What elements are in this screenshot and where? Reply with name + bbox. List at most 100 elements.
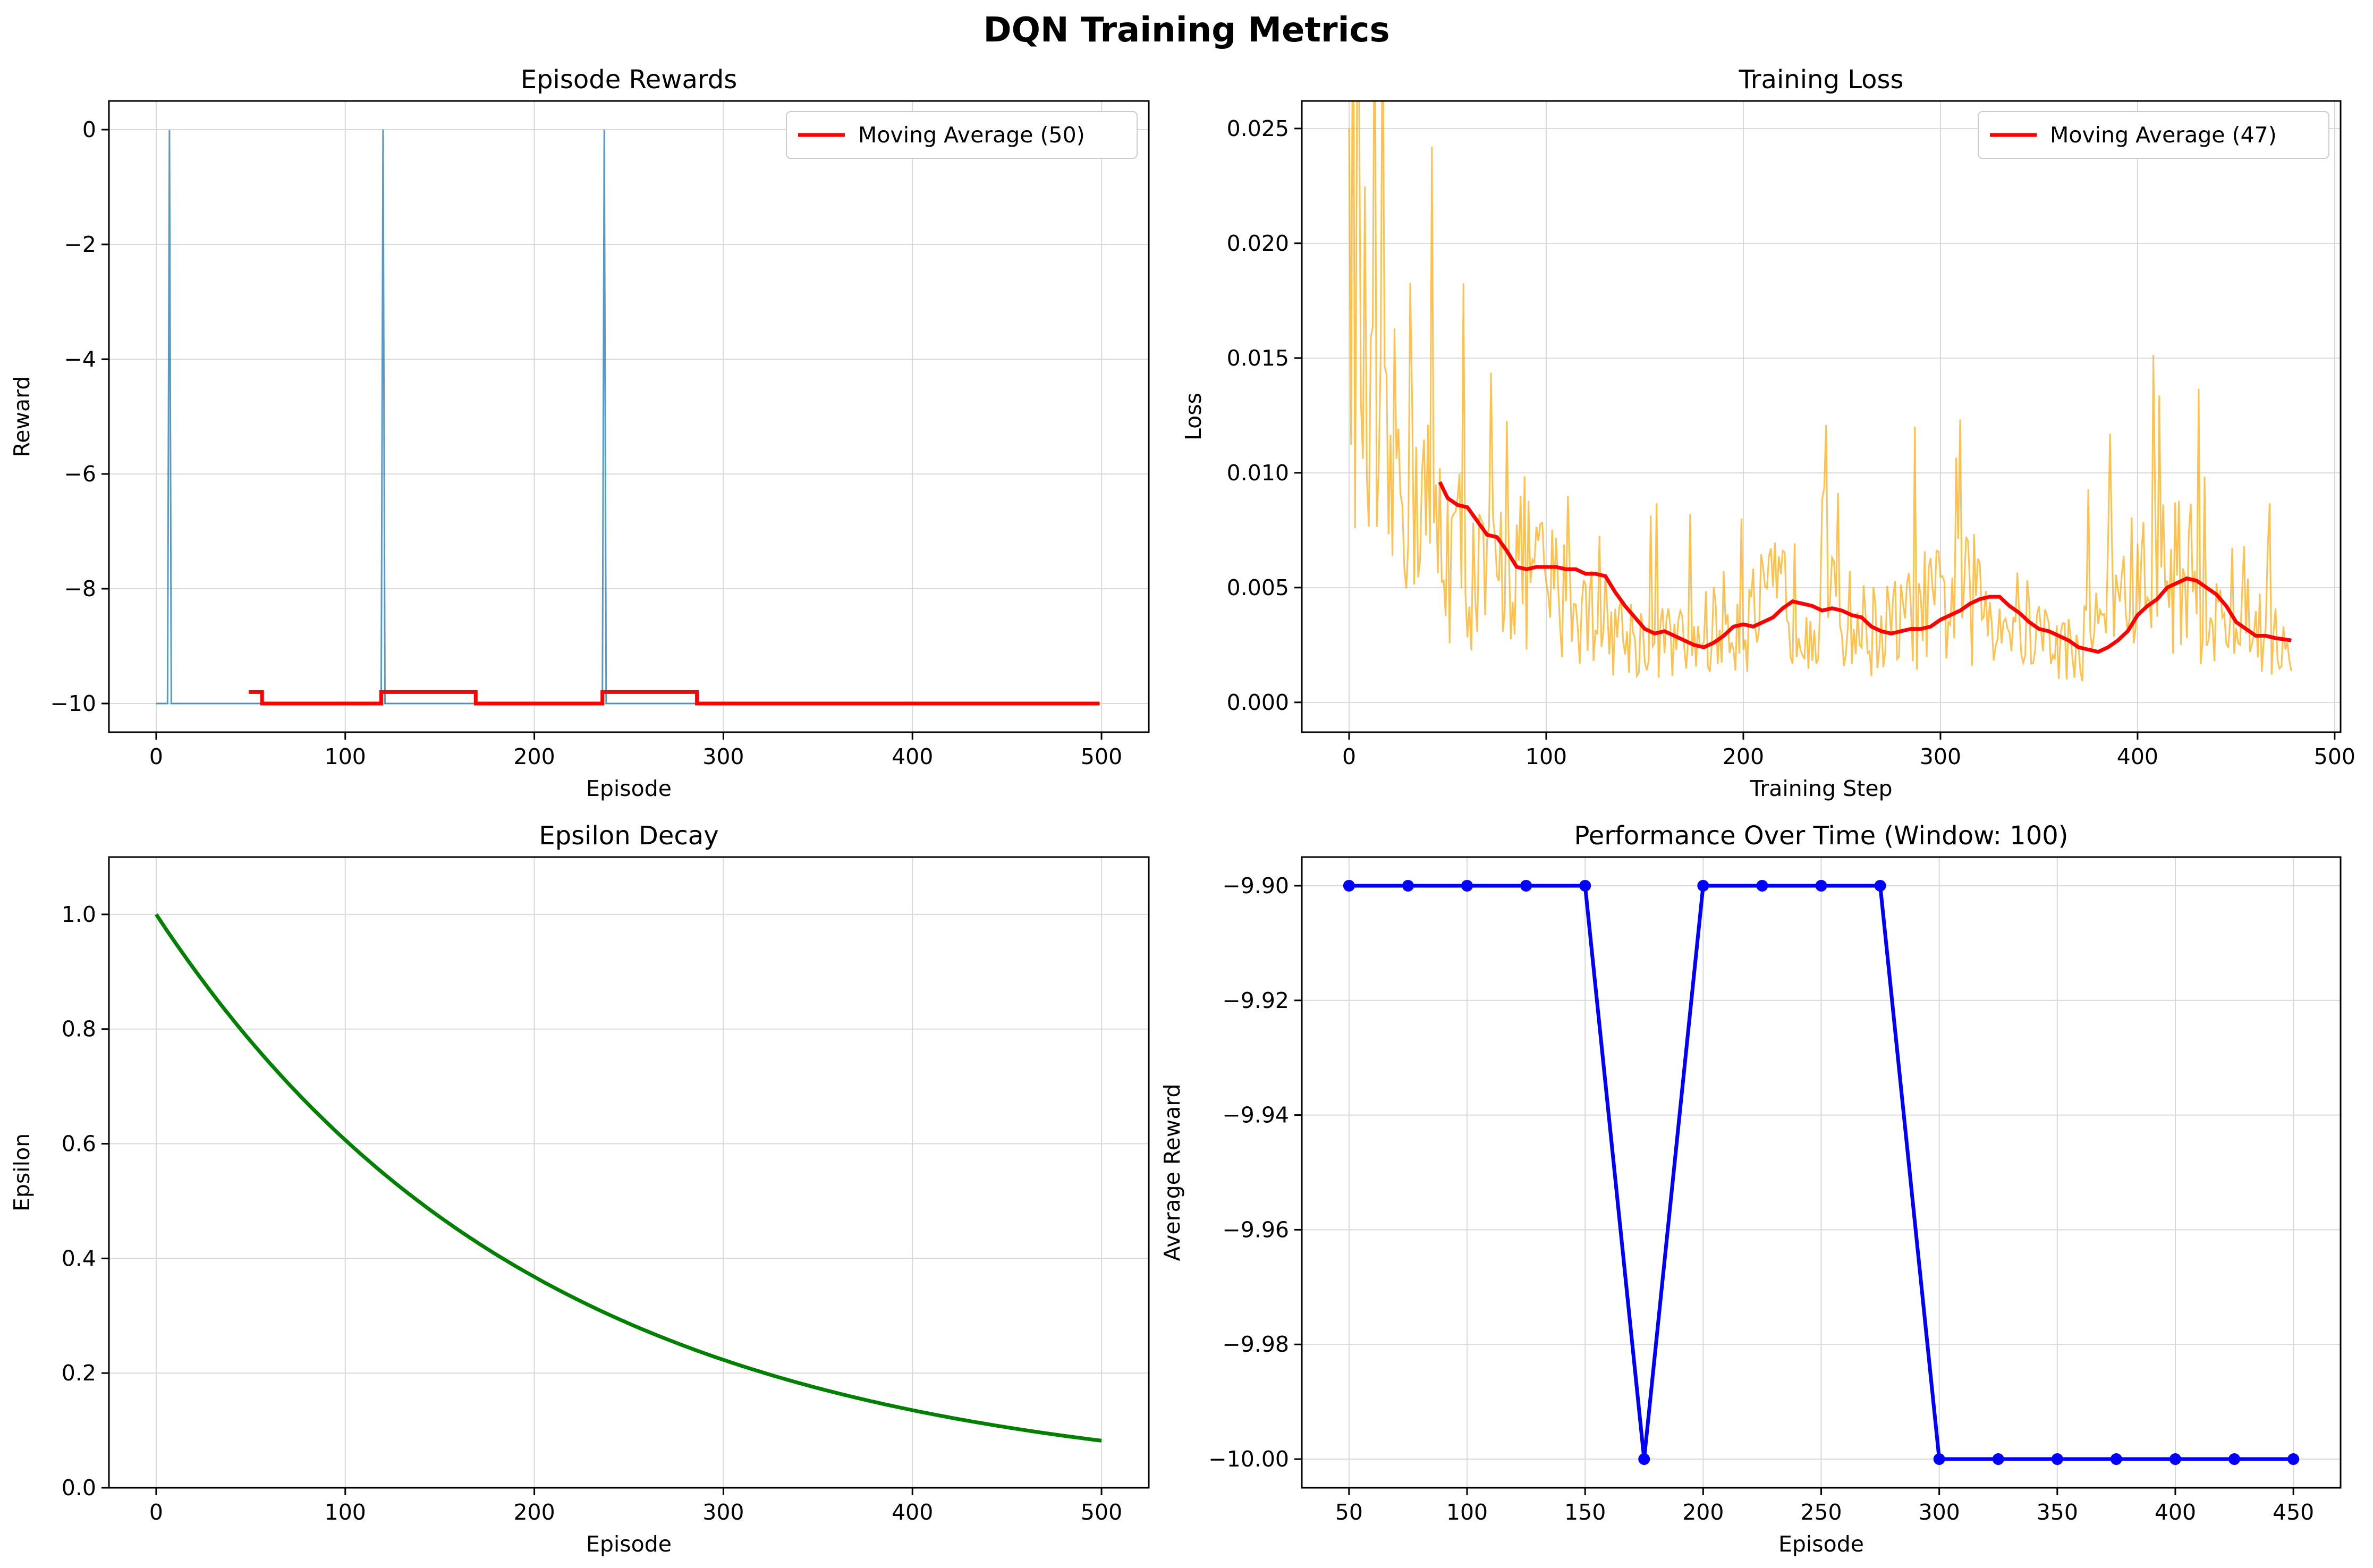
- y-tick-label: 0.2: [62, 1360, 96, 1386]
- y-tick-label: −6: [64, 461, 96, 487]
- panel-performance: Performance Over Time (Window: 100) 50 100…: [1159, 821, 2342, 1557]
- x-tick-label: 0: [149, 744, 163, 769]
- x-tick-label: 200: [513, 1499, 555, 1525]
- rewards-plot-area: [156, 129, 1100, 706]
- y-tick-label: −9.92: [1222, 988, 1289, 1013]
- y-tick-label: 0.8: [62, 1016, 96, 1042]
- y-tick-label: 0.6: [62, 1131, 96, 1157]
- x-tick-label: 100: [1446, 1499, 1488, 1525]
- x-tick-label: 150: [1564, 1499, 1606, 1525]
- x-tick-label: 400: [892, 744, 933, 769]
- x-tick-label: 400: [2117, 744, 2158, 769]
- legend-label: Moving Average (47): [2050, 122, 2277, 148]
- rewards-x-axis-label: Episode: [586, 776, 672, 801]
- y-tick-label: −4: [64, 346, 96, 372]
- x-tick-label: 500: [1081, 744, 1122, 769]
- loss-x-axis-label: Training Step: [1749, 776, 1892, 801]
- series-loss-line: [1348, 101, 2292, 682]
- legend-box: [1978, 111, 2329, 159]
- data-point: [1343, 879, 1355, 892]
- legend-label: Moving Average (50): [858, 122, 1085, 148]
- series-moving-average-line: [1438, 481, 2292, 654]
- x-tick-label: 300: [1919, 1499, 1960, 1525]
- x-tick-label: 300: [702, 744, 744, 769]
- legend-box: [786, 111, 1138, 159]
- x-tick-label: 100: [1526, 744, 1567, 769]
- y-tick-label: −9.98: [1222, 1332, 1289, 1357]
- data-point: [1933, 1453, 1945, 1465]
- x-tick-label: 50: [1335, 1499, 1363, 1525]
- data-point: [1992, 1453, 2004, 1465]
- y-tick-label: −9.96: [1222, 1217, 1289, 1242]
- x-tick-label: 100: [325, 1499, 366, 1525]
- x-tick-label: 0: [1342, 744, 1356, 769]
- data-point: [2228, 1453, 2241, 1465]
- panel-loss: Training Loss 0 100 200 300 400 500 0.000 0.005 0…: [1181, 65, 2355, 801]
- y-tick-label: 0: [82, 117, 96, 142]
- data-point: [1756, 879, 1768, 892]
- y-tick-label: −9.94: [1222, 1103, 1289, 1128]
- x-tick-label: 300: [1920, 744, 1961, 769]
- loss-plot-area: [1348, 101, 2292, 682]
- x-tick-label: 250: [1800, 1499, 1842, 1525]
- y-tick-label: 0.010: [1227, 460, 1289, 486]
- x-tick-label: 0: [149, 1499, 163, 1525]
- series-moving-average-line: [249, 690, 1100, 706]
- data-point: [2169, 1453, 2181, 1465]
- x-tick-label: 200: [1682, 1499, 1724, 1525]
- x-tick-label: 300: [702, 1499, 744, 1525]
- data-point: [1461, 879, 1473, 892]
- rewards-axes-frame: [108, 100, 1150, 733]
- x-tick-label: 500: [2314, 744, 2355, 769]
- x-tick-label: 450: [2273, 1499, 2314, 1525]
- epsilon-plot-area: [155, 913, 1102, 1443]
- panel-rewards: Episode Rewards 0 100 200 300 400 500 0 −2 −4 −6 −8…: [9, 65, 1150, 801]
- y-tick-label: 0.005: [1227, 575, 1289, 600]
- y-tick-label: 1.0: [62, 902, 96, 927]
- rewards-y-axis-label: Reward: [9, 376, 35, 457]
- performance-title: Performance Over Time (Window: 100): [1574, 821, 2069, 851]
- y-tick-label: 0.020: [1227, 231, 1289, 256]
- y-tick-label: 0.025: [1227, 116, 1289, 141]
- data-point: [2051, 1453, 2063, 1465]
- data-point: [1697, 879, 1709, 892]
- y-tick-label: −10: [50, 691, 96, 716]
- figure-title: DQN Training Metrics: [983, 11, 1389, 50]
- loss-legend: Moving Average (47): [1978, 111, 2329, 159]
- performance-x-axis-label: Episode: [1778, 1531, 1864, 1557]
- data-point: [1638, 1453, 1650, 1465]
- y-tick-label: 0.0: [62, 1475, 96, 1501]
- x-tick-label: 400: [2155, 1499, 2196, 1525]
- data-point: [1815, 879, 1827, 892]
- rewards-legend: Moving Average (50): [786, 111, 1138, 159]
- performance-axes-frame: [1301, 856, 2342, 1489]
- y-tick-label: 0.4: [62, 1245, 96, 1271]
- epsilon-x-axis-label: Episode: [586, 1531, 672, 1557]
- loss-y-axis-label: Loss: [1181, 393, 1206, 440]
- data-point: [1579, 879, 1591, 892]
- data-point: [2287, 1453, 2300, 1465]
- epsilon-axes-frame: [108, 856, 1150, 1489]
- performance-y-axis-label: Average Reward: [1159, 1083, 1185, 1261]
- data-point: [2110, 1453, 2122, 1465]
- series-episode-rewards-line: [156, 129, 1100, 705]
- data-point: [1874, 879, 1886, 892]
- loss-title: Training Loss: [1739, 65, 1904, 95]
- y-tick-label: 0.000: [1227, 690, 1289, 715]
- y-tick-label: −2: [64, 232, 96, 257]
- x-tick-label: 200: [513, 744, 555, 769]
- y-tick-label: 0.015: [1227, 345, 1289, 371]
- y-tick-label: −10.00: [1208, 1446, 1289, 1472]
- x-tick-label: 100: [325, 744, 366, 769]
- x-tick-label: 500: [1081, 1499, 1122, 1525]
- epsilon-title: Epsilon Decay: [539, 821, 718, 851]
- x-tick-label: 400: [892, 1499, 933, 1525]
- y-tick-label: −9.90: [1222, 873, 1289, 899]
- series-epsilon-line: [155, 913, 1102, 1443]
- epsilon-y-axis-label: Epsilon: [9, 1133, 35, 1211]
- data-point: [1402, 879, 1414, 892]
- x-tick-label: 350: [2037, 1499, 2078, 1525]
- rewards-title: Episode Rewards: [521, 65, 738, 95]
- data-point: [1520, 879, 1532, 892]
